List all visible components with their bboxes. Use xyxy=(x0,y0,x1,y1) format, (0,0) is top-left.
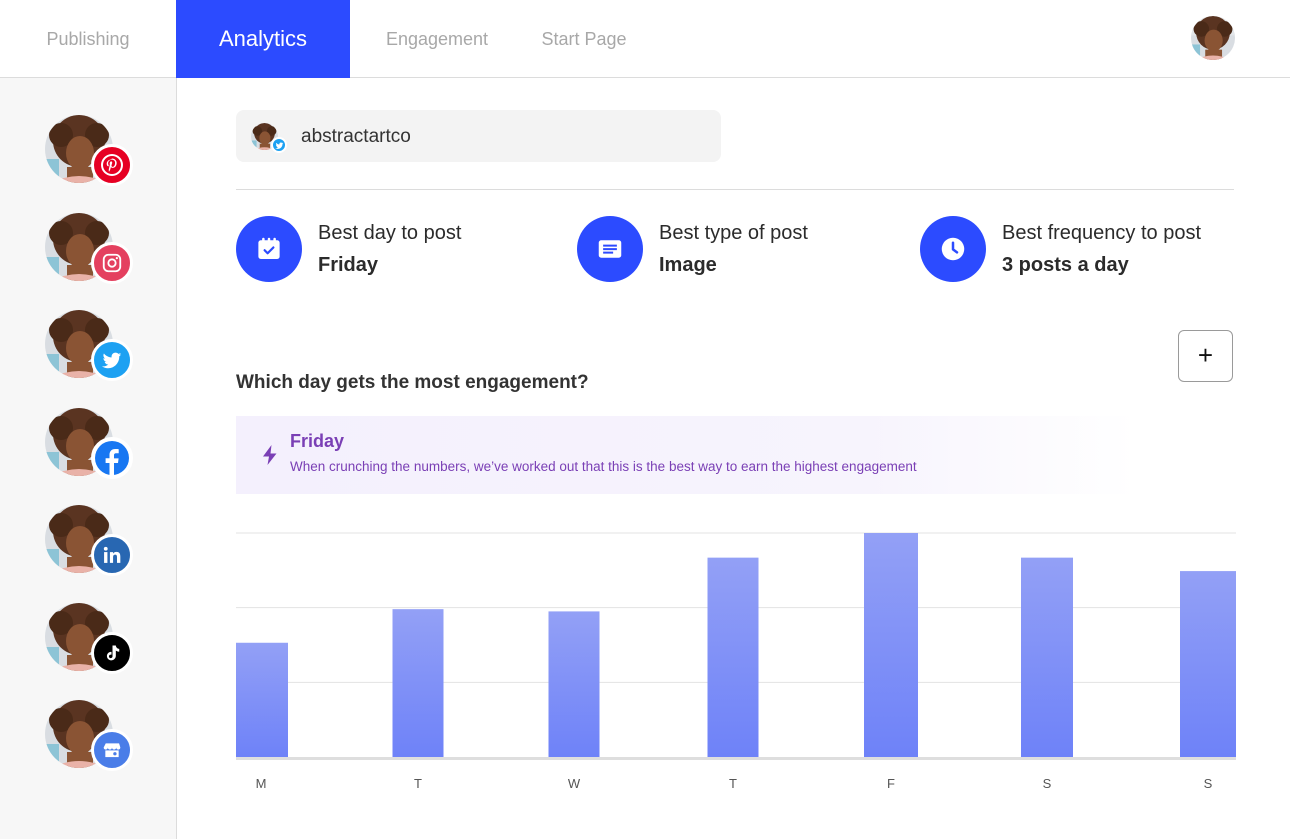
divider xyxy=(236,189,1234,190)
user-avatar-image xyxy=(1191,16,1235,60)
channel-twitter[interactable] xyxy=(45,310,135,382)
bar-5 xyxy=(1021,557,1073,757)
channel-sidebar xyxy=(0,78,177,839)
instagram-icon xyxy=(91,242,133,284)
bar-1 xyxy=(392,609,444,757)
stat-label: Best day to post xyxy=(318,222,462,244)
bar-0 xyxy=(236,642,288,757)
post-card-icon xyxy=(577,216,643,282)
tab-analytics[interactable]: Analytics xyxy=(176,0,350,78)
insight-title: Friday xyxy=(290,431,345,451)
insight-banner: Friday When crunching the numbers, we’ve… xyxy=(236,416,1136,494)
x-tick-label: W xyxy=(567,776,581,791)
lightning-icon xyxy=(263,445,277,465)
x-tick-label: F xyxy=(887,776,895,791)
calendar-check-icon xyxy=(236,216,302,282)
tab-start-page[interactable]: Start Page xyxy=(541,29,627,49)
tab-engagement[interactable]: Engagement xyxy=(385,29,489,49)
x-tick-label: S xyxy=(1042,776,1052,791)
engagement-chart-svg xyxy=(236,532,1236,760)
stat-value: Image xyxy=(659,254,717,276)
clock-icon xyxy=(920,216,986,282)
stat-label: Best type of post xyxy=(659,222,808,244)
x-axis-baseline xyxy=(236,757,1236,760)
bar-6 xyxy=(1180,571,1236,757)
stat-best-frequency: Best frequency to post 3 posts a day xyxy=(920,216,1240,282)
stat-best-day: Best day to post Friday xyxy=(236,216,536,282)
channel-instagram[interactable] xyxy=(45,213,135,285)
avatar xyxy=(45,505,113,573)
account-selector[interactable]: abstractartco xyxy=(236,110,721,162)
account-name: abstractartco xyxy=(301,126,411,147)
bar-3 xyxy=(707,557,759,757)
storefront-icon xyxy=(91,729,133,771)
section-title: Which day gets the most engagement? xyxy=(236,372,589,393)
tab-publishing[interactable]: Publishing xyxy=(46,29,130,49)
x-tick-label: M xyxy=(255,776,267,791)
x-tick-label: T xyxy=(414,776,422,791)
channel-facebook[interactable] xyxy=(45,408,135,480)
pinterest-icon xyxy=(91,144,133,186)
insight-description: When crunching the numbers, we’ve worked… xyxy=(290,459,917,474)
linkedin-icon xyxy=(91,534,133,576)
stat-value: 3 posts a day xyxy=(1002,254,1129,276)
twitter-icon xyxy=(271,137,287,153)
bar-4 xyxy=(864,533,918,757)
top-navigation: Publishing Analytics Engagement Start Pa… xyxy=(0,0,1290,78)
channel-linkedin[interactable] xyxy=(45,505,135,577)
twitter-icon xyxy=(91,339,133,381)
stat-value: Friday xyxy=(318,254,379,276)
tiktok-icon xyxy=(91,632,133,674)
stat-best-type: Best type of post Image xyxy=(577,216,877,282)
channel-google-business[interactable] xyxy=(45,700,135,772)
bar-2 xyxy=(548,611,600,757)
user-avatar[interactable] xyxy=(1191,16,1235,60)
avatar xyxy=(45,700,113,768)
x-tick-label: S xyxy=(1203,776,1213,791)
add-button[interactable]: + xyxy=(1178,330,1233,382)
channel-tiktok[interactable] xyxy=(45,603,135,675)
x-tick-label: T xyxy=(729,776,737,791)
facebook-icon xyxy=(91,437,133,479)
stat-label: Best frequency to post xyxy=(1002,222,1202,244)
channel-pinterest[interactable] xyxy=(45,115,135,187)
